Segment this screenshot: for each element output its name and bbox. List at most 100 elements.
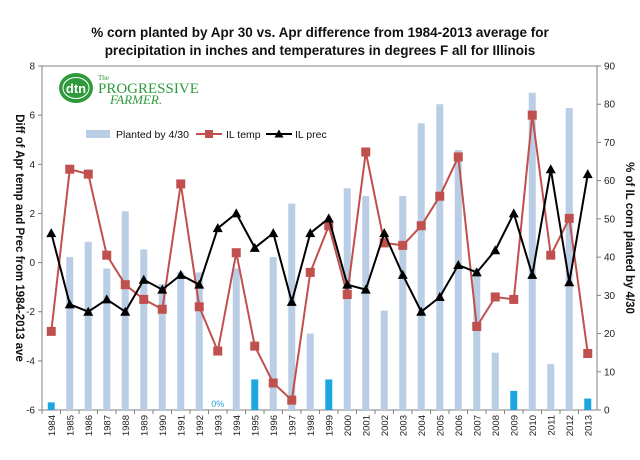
x-tick-label-1993: 1993: [213, 415, 224, 436]
chart-title-line-2: precipitation in inches and temperatures…: [105, 43, 536, 58]
x-tick-label-2008: 2008: [491, 415, 502, 436]
bar-1990: [158, 283, 166, 410]
right-tick-label-10: 10: [604, 367, 616, 378]
point-temp-2011: [546, 250, 556, 260]
plot-area: [41, 65, 598, 411]
point-temp-2009: [509, 294, 519, 304]
x-tick-label-2001: 2001: [361, 415, 372, 436]
point-prec-1991: [175, 269, 186, 279]
dtn-logo-text: dtn: [66, 81, 86, 96]
point-temp-1991: [176, 179, 186, 189]
x-tick-label-1988: 1988: [121, 415, 132, 436]
bar-1985: [66, 257, 74, 410]
point-temp-1990: [157, 304, 167, 314]
point-temp-1984: [46, 326, 56, 336]
x-tick-label-1999: 1999: [324, 415, 335, 436]
dtn-logo-ring: [62, 77, 90, 99]
x-tick-label-1989: 1989: [139, 415, 150, 436]
x-tick-label-1985: 1985: [65, 415, 76, 436]
bar-2006: [454, 150, 462, 411]
bar-2011: [547, 364, 555, 410]
left-tick-label--2: -2: [26, 307, 35, 318]
left-tick-label-0: 0: [29, 258, 35, 269]
right-axis: 0 10 20 30 40 50 60 70 80 90: [597, 62, 616, 417]
x-tick-label-2012: 2012: [565, 415, 576, 436]
point-prec-1986: [83, 306, 94, 316]
point-prec-2007: [471, 267, 482, 277]
x-tick-label-1991: 1991: [176, 415, 187, 436]
x-tick-label-2009: 2009: [509, 415, 520, 436]
bar-2003: [399, 195, 407, 410]
x-tick-label-1995: 1995: [250, 415, 261, 436]
line-prec: [50, 168, 589, 313]
point-temp-2010: [527, 110, 537, 120]
point-prec-1993: [212, 223, 223, 233]
point-prec-2011: [545, 164, 556, 174]
point-temp-1987: [102, 250, 112, 260]
x-tick-label-2011: 2011: [546, 415, 557, 435]
point-temp-2012: [564, 213, 574, 223]
right-tick-label-50: 50: [604, 214, 616, 225]
point-temp-1994: [231, 248, 241, 258]
x-tick-label-1986: 1986: [84, 415, 95, 436]
point-temp-1998: [305, 267, 315, 277]
x-tick-label-1987: 1987: [102, 415, 113, 436]
x-tick-label-1997: 1997: [287, 415, 298, 436]
bar-2005: [436, 104, 444, 410]
left-tick-label-6: 6: [29, 111, 35, 122]
legend-marker-prec: [274, 129, 284, 138]
left-tick-label-2: 2: [29, 209, 35, 220]
point-temp-1986: [83, 169, 93, 179]
x-axis: 1984 1985 1986 1987 1988 1989 1990 1991 1992 1993…: [41, 410, 594, 436]
x-tick-label-1998: 1998: [306, 415, 317, 436]
point-temp-2008: [490, 292, 500, 302]
annotations: 0%: [211, 399, 224, 409]
bar-1999: [325, 379, 333, 410]
bar-1994: [232, 268, 240, 410]
point-temp-1988: [120, 280, 130, 290]
point-prec-2002: [379, 228, 390, 238]
right-tick-label-70: 70: [604, 138, 616, 149]
point-temp-1992: [194, 302, 204, 312]
logo-the-text: The: [98, 74, 109, 82]
point-temp-1993: [213, 346, 223, 356]
chart-title-line-1: % corn planted by Apr 30 vs. Apr differe…: [91, 25, 549, 40]
point-prec-2008: [490, 245, 501, 255]
bar-2002: [380, 310, 388, 410]
y-axis-left-label: Diff of Apr temp and Prec from 1984-2013…: [13, 114, 25, 362]
right-tick-label-60: 60: [604, 176, 616, 187]
legend-label-prec: IL prec: [295, 129, 327, 141]
x-tick-label-2000: 2000: [343, 415, 354, 436]
x-tick-label-2010: 2010: [528, 415, 539, 436]
left-tick-label--6: -6: [26, 406, 35, 417]
x-tick-label-1996: 1996: [269, 415, 280, 436]
point-temp-2002: [379, 238, 389, 248]
point-prec-2003: [397, 269, 408, 279]
bar-1992: [195, 272, 203, 410]
bar-1996: [269, 257, 277, 410]
bar-2008: [491, 352, 499, 410]
x-tick-label-1994: 1994: [232, 415, 243, 436]
point-temp-1999: [324, 221, 334, 231]
point-prec-2004: [416, 306, 427, 316]
point-temp-1995: [250, 341, 260, 351]
point-temp-1997: [287, 395, 297, 405]
bar-1987: [103, 268, 111, 410]
annotation-1993: 0%: [211, 399, 224, 409]
x-tick-label-2004: 2004: [417, 415, 428, 436]
point-prec-2001: [360, 284, 371, 294]
point-prec-1985: [64, 299, 75, 309]
left-tick-label-8: 8: [29, 62, 35, 73]
point-temp-2000: [342, 290, 352, 300]
point-temp-2007: [472, 321, 482, 331]
point-prec-2000: [342, 279, 353, 289]
right-tick-label-20: 20: [604, 329, 616, 340]
point-prec-1999: [323, 213, 334, 223]
point-prec-1995: [249, 242, 260, 252]
point-prec-1998: [305, 228, 316, 238]
bar-2007: [473, 268, 481, 410]
bar-1986: [84, 241, 92, 410]
point-temp-2001: [361, 147, 371, 157]
x-tick-label-2005: 2005: [435, 415, 446, 436]
